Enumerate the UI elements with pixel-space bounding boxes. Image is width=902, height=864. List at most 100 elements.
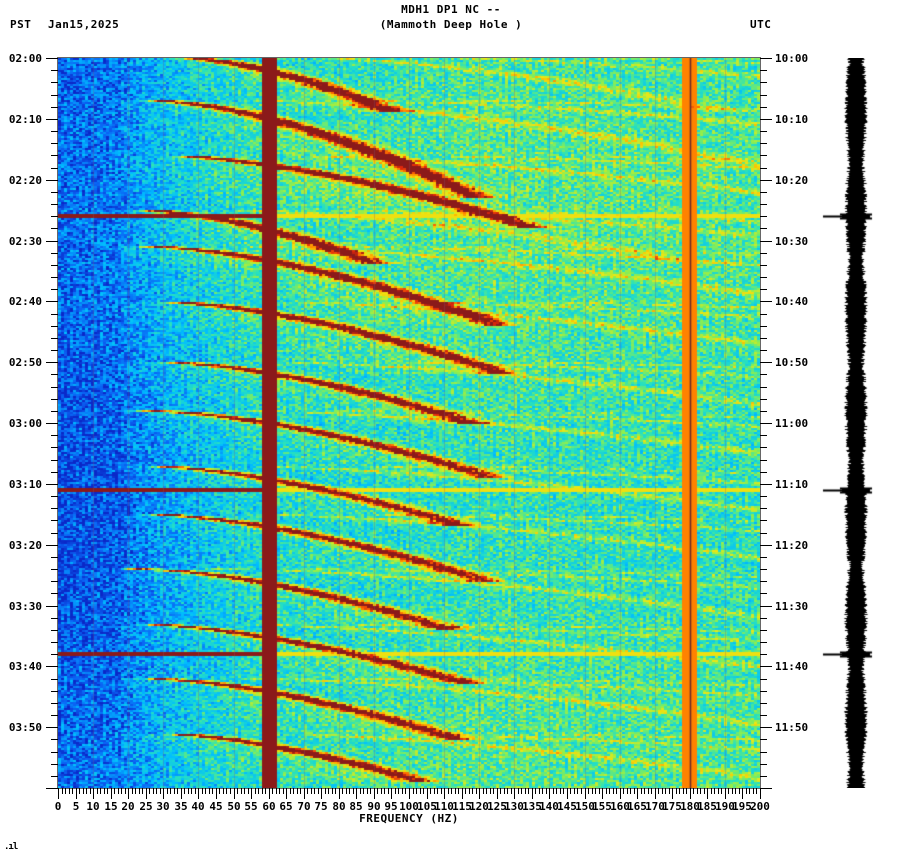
axis-tick (51, 204, 58, 205)
axis-tick (191, 788, 192, 794)
axis-tick (497, 788, 498, 799)
axis-tick (760, 520, 767, 521)
axis-tick (307, 788, 308, 794)
axis-tick (760, 484, 772, 485)
axis-tick (156, 788, 157, 794)
axis-tick (51, 155, 58, 156)
axis-tick (51, 326, 58, 327)
axis-tick (413, 788, 414, 794)
axis-tick (735, 788, 736, 794)
axis-tick (563, 788, 564, 794)
axis-tick (198, 788, 199, 799)
axis-tick (46, 606, 58, 607)
frequency-tick-label: 15 (104, 800, 118, 813)
axis-tick (51, 715, 58, 716)
frequency-tick-label: 165 (627, 800, 647, 813)
axis-tick (290, 788, 291, 794)
axis-tick (76, 788, 77, 799)
axis-tick (51, 131, 58, 132)
axis-tick (104, 788, 105, 794)
axis-tick (318, 788, 319, 794)
axis-tick (542, 788, 543, 794)
frequency-tick-label: 195 (732, 800, 752, 813)
axis-tick (553, 788, 554, 794)
axis-tick (384, 788, 385, 794)
axis-tick (613, 788, 614, 794)
axis-tick (704, 788, 705, 794)
time-tick-label-utc: 11:10 (775, 478, 809, 491)
axis-tick (46, 362, 58, 363)
axis-tick (51, 338, 58, 339)
axis-tick (114, 788, 115, 794)
time-tick-label-pst: 03:50 (8, 721, 42, 734)
axis-tick (760, 374, 767, 375)
axis-tick (760, 788, 772, 789)
axis-tick (374, 788, 375, 799)
axis-tick (248, 788, 249, 794)
axis-tick (79, 788, 80, 794)
axis-tick (686, 788, 687, 794)
axis-tick (51, 168, 58, 169)
time-tick-label-pst: 02:10 (8, 113, 42, 126)
axis-tick (760, 606, 772, 607)
axis-tick (304, 788, 305, 799)
axis-tick (760, 387, 767, 388)
spectrogram-plot[interactable] (58, 58, 760, 788)
time-tick-label-utc: 11:00 (775, 417, 809, 430)
time-tick-label-pst: 03:00 (8, 417, 42, 430)
axis-tick (707, 788, 708, 799)
axis-tick (511, 788, 512, 794)
axis-tick (405, 788, 406, 794)
axis-tick (760, 289, 767, 290)
axis-tick (205, 788, 206, 794)
frequency-tick-label: 160 (610, 800, 630, 813)
frequency-tick-label: 70 (297, 800, 311, 813)
frequency-tick-label: 170 (645, 800, 665, 813)
axis-tick (51, 387, 58, 388)
axis-tick (51, 95, 58, 96)
axis-tick (760, 265, 767, 266)
date-label: Jan15,2025 (48, 18, 120, 31)
axis-tick (46, 423, 58, 424)
time-tick-label-utc: 10:30 (775, 235, 809, 248)
axis-tick (377, 788, 378, 794)
waveform-strip[interactable] (820, 58, 892, 788)
axis-tick (655, 788, 656, 799)
axis-tick (314, 788, 315, 794)
axis-tick (504, 788, 505, 794)
axis-tick (46, 484, 58, 485)
axis-tick (570, 788, 571, 794)
axis-tick (51, 496, 58, 497)
axis-tick (760, 314, 767, 315)
axis-tick (760, 119, 772, 120)
axis-tick (676, 788, 677, 794)
axis-tick (760, 533, 767, 534)
axis-tick (283, 788, 284, 794)
axis-tick (760, 703, 767, 704)
axis-tick (51, 703, 58, 704)
frequency-tick-label: 75 (314, 800, 328, 813)
time-tick-label-utc: 10:00 (775, 52, 809, 65)
axis-tick (665, 788, 666, 794)
axis-tick (760, 95, 767, 96)
axis-tick (51, 776, 58, 777)
axis-tick (756, 788, 757, 794)
axis-tick (462, 788, 463, 799)
axis-tick (486, 788, 487, 794)
time-tick-label-pst: 03:40 (8, 660, 42, 673)
corner-artifact-glyph: .ıl (4, 842, 18, 852)
axis-tick (760, 715, 767, 716)
axis-tick (135, 788, 136, 794)
frequency-tick-label: 145 (557, 800, 577, 813)
axis-tick (532, 788, 533, 799)
time-tick-label-pst: 03:10 (8, 478, 42, 491)
axis-tick (637, 788, 638, 799)
frequency-tick-label: 65 (279, 800, 293, 813)
axis-tick (760, 581, 767, 582)
axis-tick (595, 788, 596, 794)
axis-tick (714, 788, 715, 794)
axis-tick (51, 764, 58, 765)
axis-tick (223, 788, 224, 794)
axis-tick (718, 788, 719, 794)
axis-tick (423, 788, 424, 794)
